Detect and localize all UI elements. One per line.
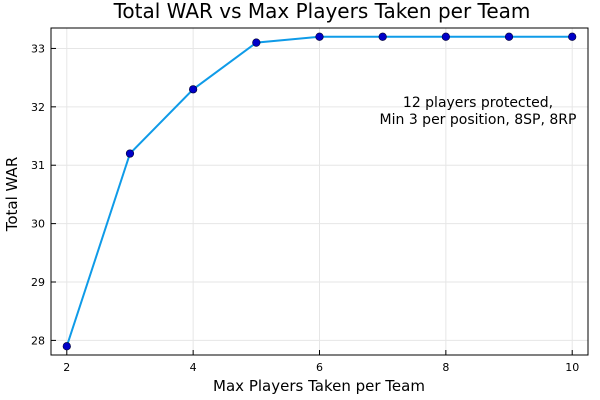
data-point <box>62 342 71 351</box>
grid-lines <box>51 28 588 355</box>
data-point <box>252 38 261 47</box>
y-tick-label: 32 <box>31 101 45 114</box>
y-tick-label: 31 <box>31 159 45 172</box>
axis-ticks: 2 4 6 8 10 28 29 30 31 32 33 <box>31 42 579 374</box>
annotation: 12 players protected,Min 3 per position,… <box>380 95 577 128</box>
x-tick-label: 10 <box>565 361 579 374</box>
data-point <box>315 32 324 41</box>
data-point <box>125 149 135 158</box>
data-point <box>441 32 450 41</box>
x-tick-label: 8 <box>442 361 449 374</box>
chart-title: Total WAR vs Max Players Taken per Team <box>113 0 531 23</box>
data-point <box>568 32 577 41</box>
x-tick-label: 2 <box>63 361 70 374</box>
x-tick-label: 4 <box>190 361 197 374</box>
data-point <box>189 85 198 94</box>
data-point <box>378 32 387 41</box>
y-axis-label: Total WAR <box>3 157 21 233</box>
data-point <box>504 32 514 41</box>
series-layer <box>62 32 577 351</box>
x-tick-label: 6 <box>316 361 323 374</box>
y-tick-label: 29 <box>31 276 45 289</box>
x-axis-label: Max Players Taken per Team <box>213 377 425 395</box>
y-tick-label: 28 <box>31 334 45 347</box>
y-tick-label: 30 <box>31 218 45 231</box>
y-tick-label: 33 <box>31 42 45 55</box>
annotation-line: Min 3 per position, 8SP, 8RP <box>380 112 577 128</box>
annotation-line: 12 players protected, <box>403 95 553 111</box>
